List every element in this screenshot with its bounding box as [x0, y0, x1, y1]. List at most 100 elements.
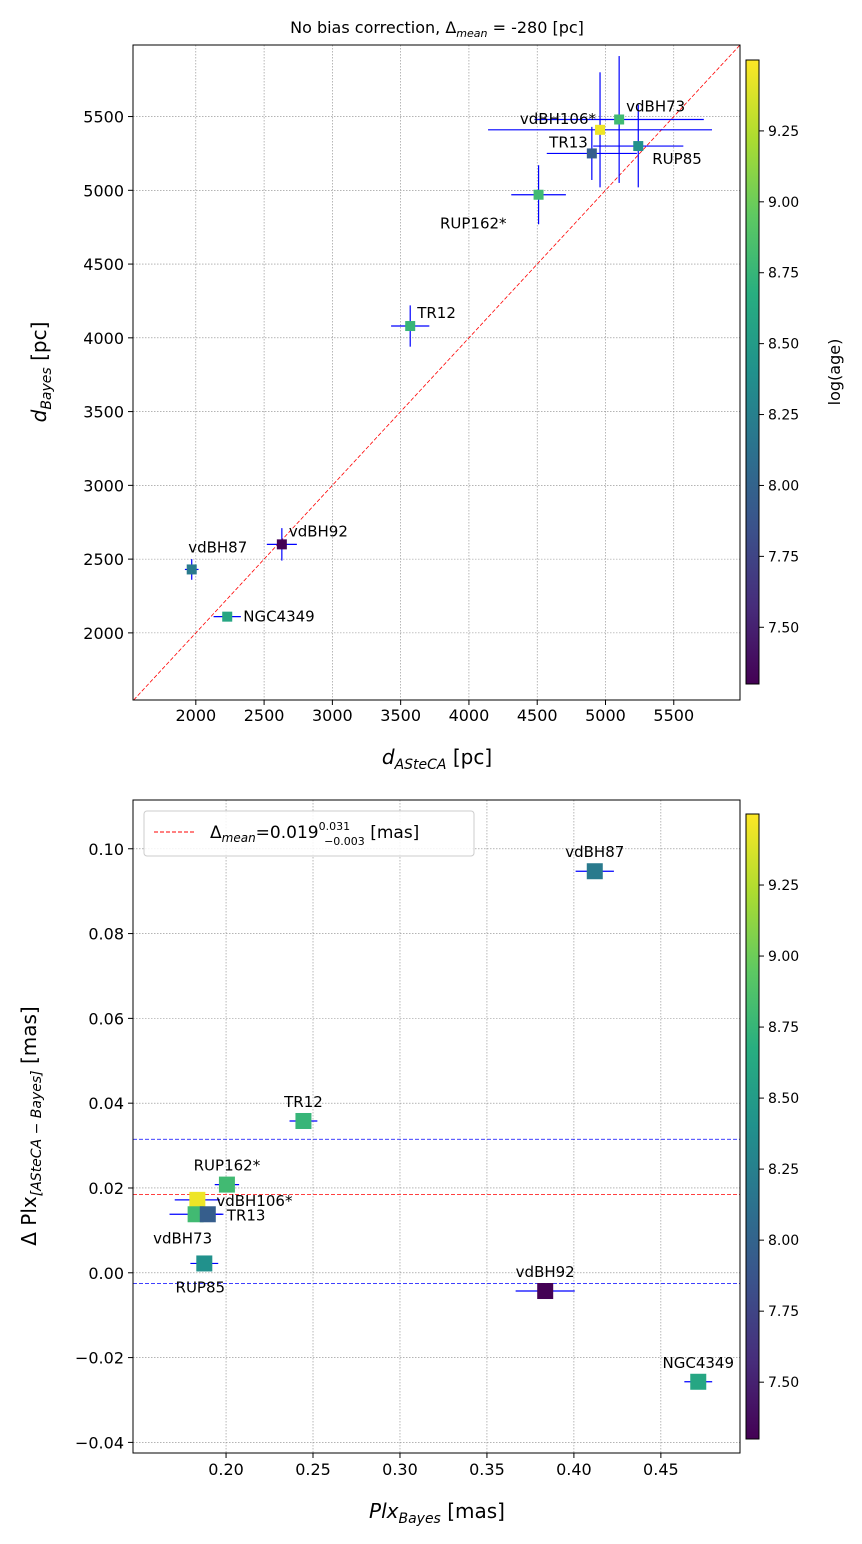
- bottom-x-tick-label: 0.30: [382, 1460, 418, 1479]
- top-y-ticks: 2000 2500 3000 3500 4000 4500 5000 5500: [83, 108, 133, 643]
- top-colorbar: 7.50 7.75 8.00 8.25 8.50 8.75 9.00 9.25 log(age…: [745, 59, 844, 685]
- bottom-marker: [199, 1206, 216, 1223]
- top-point-label: TR13: [548, 133, 588, 151]
- bottom-marker: [586, 863, 603, 880]
- bottom-x-axis-label: PlxBayes [mas]: [369, 1499, 505, 1527]
- top-y-axis-label: dBayes [pc]: [27, 322, 55, 423]
- top-y-tick-label: 4000: [83, 329, 124, 348]
- bottom-colorbar-gradient: [745, 813, 760, 1440]
- top-colorbar-tick-label: 8.25: [768, 408, 799, 424]
- bottom-point-labels: vdBH87 TR12 RUP162* vdBH106* vdBH73 TR13 RUP85…: [153, 843, 734, 1372]
- bottom-marker: [537, 1283, 554, 1300]
- top-marker: [405, 321, 416, 332]
- bottom-marker: [690, 1373, 707, 1390]
- top-y-tick-label: 5500: [83, 108, 124, 127]
- bottom-y-tick-label: −0.04: [75, 1433, 124, 1452]
- bottom-point-label: vdBH87: [565, 843, 624, 861]
- top-x-tick-label: 4000: [449, 706, 490, 725]
- identity-line: [133, 44, 741, 701]
- bottom-y-axis-label: Δ Plx[ASteCA − Bayes] [mas]: [17, 1006, 45, 1245]
- top-x-tick-label: 5500: [653, 706, 694, 725]
- top-marker: [276, 539, 287, 550]
- top-x-tick-label: 5000: [585, 706, 626, 725]
- bottom-point-label: vdBH73: [153, 1229, 212, 1247]
- top-marker: [533, 189, 544, 200]
- top-colorbar-ticks: 7.50 7.75 8.00 8.25 8.50 8.75 9.00 9.25: [759, 124, 799, 636]
- bottom-x-tick-label: 0.25: [295, 1460, 331, 1479]
- bottom-x-ticks: 0.20 0.25 0.30 0.35 0.40 0.45: [208, 1453, 679, 1479]
- top-x-tick-label: 3000: [312, 706, 353, 725]
- bottom-point-label: NGC4349: [663, 1354, 735, 1372]
- bottom-colorbar-tick-label: 8.25: [768, 1162, 799, 1178]
- bottom-point-label: RUP162*: [194, 1157, 261, 1175]
- bottom-y-tick-label: −0.02: [75, 1349, 124, 1368]
- top-colorbar-tick-label: 8.00: [768, 478, 799, 494]
- bottom-errorbars: [169, 870, 713, 1383]
- top-colorbar-tick-label: 8.75: [768, 266, 799, 282]
- bottom-x-tick-label: 0.35: [469, 1460, 505, 1479]
- top-x-tick-label: 2000: [175, 706, 216, 725]
- top-y-tick-label: 5000: [83, 181, 124, 200]
- legend-label: Δmean=0.0190.031 −0.003 [mas]: [210, 820, 419, 848]
- top-marker: [222, 611, 233, 622]
- bottom-x-tick-label: 0.45: [643, 1460, 679, 1479]
- top-point-label: RUP162*: [440, 215, 507, 233]
- top-colorbar-tick-label: 8.50: [768, 337, 799, 353]
- top-marker: [186, 564, 197, 575]
- top-x-tick-label: 3500: [380, 706, 421, 725]
- bottom-markers: [187, 863, 707, 1390]
- legend: Δmean=0.0190.031 −0.003 [mas]: [143, 810, 475, 857]
- bottom-y-tick-label: 0.06: [88, 1009, 124, 1028]
- bottom-marker: [196, 1255, 213, 1272]
- top-point-label: vdBH106*: [520, 110, 597, 128]
- top-point-label: NGC4349: [243, 608, 315, 626]
- bottom-colorbar-tick-label: 8.50: [768, 1091, 799, 1107]
- bottom-y-tick-label: 0.00: [88, 1264, 124, 1283]
- top-colorbar-gradient: [745, 59, 760, 685]
- top-point-label: vdBH92: [289, 522, 348, 540]
- top-point-label: vdBH87: [188, 538, 247, 556]
- top-marker: [633, 141, 644, 152]
- top-colorbar-tick-label: 9.00: [768, 195, 799, 211]
- top-x-axis-label: dASteCA [pc]: [382, 745, 492, 773]
- top-marker: [614, 114, 625, 125]
- bottom-point-label: RUP85: [176, 1278, 226, 1296]
- top-chart-title: No bias correction, Δmean = -280 [pc]: [290, 18, 584, 40]
- top-colorbar-tick-label: 7.75: [768, 549, 799, 565]
- top-colorbar-tick-label: 7.50: [768, 620, 799, 636]
- top-plot-frame: [132, 44, 741, 701]
- bottom-point-label: vdBH92: [516, 1263, 575, 1281]
- bottom-marker: [189, 1191, 206, 1208]
- top-point-label: RUP85: [652, 150, 702, 168]
- bottom-y-ticks: 0.10 0.08 0.06 0.04 0.02 0.00 −0.02 −0.04: [75, 840, 133, 1452]
- top-point-label: TR12: [416, 304, 456, 322]
- bottom-colorbar-ticks: 7.50 7.75 8.00 8.25 8.50 8.75 9.00 9.25: [759, 878, 799, 1391]
- bottom-chart: vdBH87 TR12 RUP162* vdBH106* vdBH73 TR13 RUP85…: [17, 799, 799, 1527]
- bottom-colorbar: 7.50 7.75 8.00 8.25 8.50 8.75 9.00 9.25: [745, 813, 799, 1440]
- top-y-tick-label: 3500: [83, 403, 124, 422]
- top-marker: [586, 148, 597, 159]
- top-point-labels: vdBH73 vdBH106* TR13 RUP85 RUP162* TR12 vdBH92…: [188, 97, 702, 625]
- top-y-tick-label: 2000: [83, 624, 124, 643]
- top-chart: vdBH73 vdBH106* TR13 RUP85 RUP162* TR12 vdBH92…: [27, 18, 844, 773]
- bottom-marker: [218, 1176, 235, 1193]
- top-markers: [186, 114, 644, 622]
- bottom-colorbar-tick-label: 8.00: [768, 1233, 799, 1249]
- bottom-colorbar-tick-label: 8.75: [768, 1020, 799, 1036]
- bottom-y-tick-label: 0.02: [88, 1179, 124, 1198]
- bottom-grid: [133, 800, 740, 1453]
- top-marker: [595, 124, 606, 135]
- bottom-point-label: TR12: [283, 1093, 323, 1111]
- bottom-colorbar-tick-label: 7.75: [768, 1304, 799, 1320]
- bottom-y-tick-label: 0.04: [88, 1094, 124, 1113]
- legend-box: [143, 810, 475, 857]
- bottom-marker: [187, 1206, 204, 1223]
- bottom-colorbar-tick-label: 9.00: [768, 949, 799, 965]
- bottom-point-label: TR13: [226, 1206, 266, 1224]
- top-colorbar-tick-label: 9.25: [768, 124, 799, 140]
- top-x-tick-label: 4500: [517, 706, 558, 725]
- bottom-colorbar-tick-label: 7.50: [768, 1375, 799, 1391]
- top-colorbar-label: log(age): [825, 339, 844, 406]
- top-y-tick-label: 3000: [83, 476, 124, 495]
